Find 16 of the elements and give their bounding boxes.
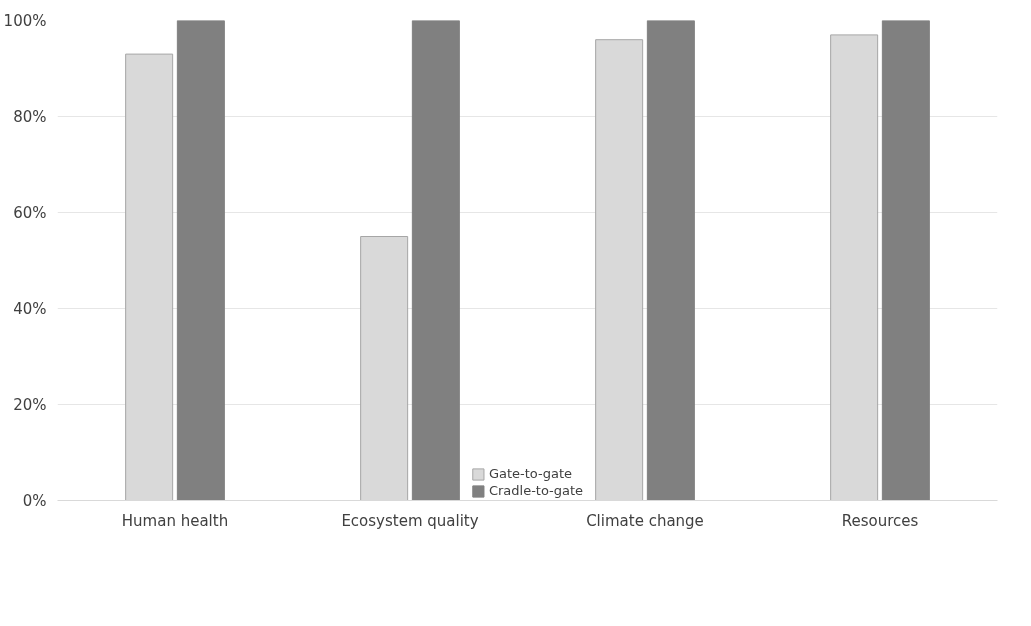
y-tick-label: 80% [13, 107, 47, 126]
x-tick-label: Ecosystem quality [341, 511, 479, 530]
bar [646, 20, 695, 501]
bar [411, 20, 460, 501]
y-tick-label: 0% [22, 491, 47, 510]
x-tick-label: Climate change [586, 511, 704, 530]
y-tick-label: 40% [13, 299, 47, 318]
y-tick-label: 60% [13, 203, 47, 222]
legend-label: Cradle-to-gate [488, 483, 584, 498]
bar [881, 20, 930, 501]
y-tick-label: 100% [3, 11, 47, 30]
y-tick-label: 20% [13, 395, 47, 414]
legend-label: Gate-to-gate [488, 466, 572, 481]
x-tick-label: Human health [121, 511, 229, 530]
bar [176, 20, 225, 501]
x-tick-label: Resources [841, 511, 919, 530]
